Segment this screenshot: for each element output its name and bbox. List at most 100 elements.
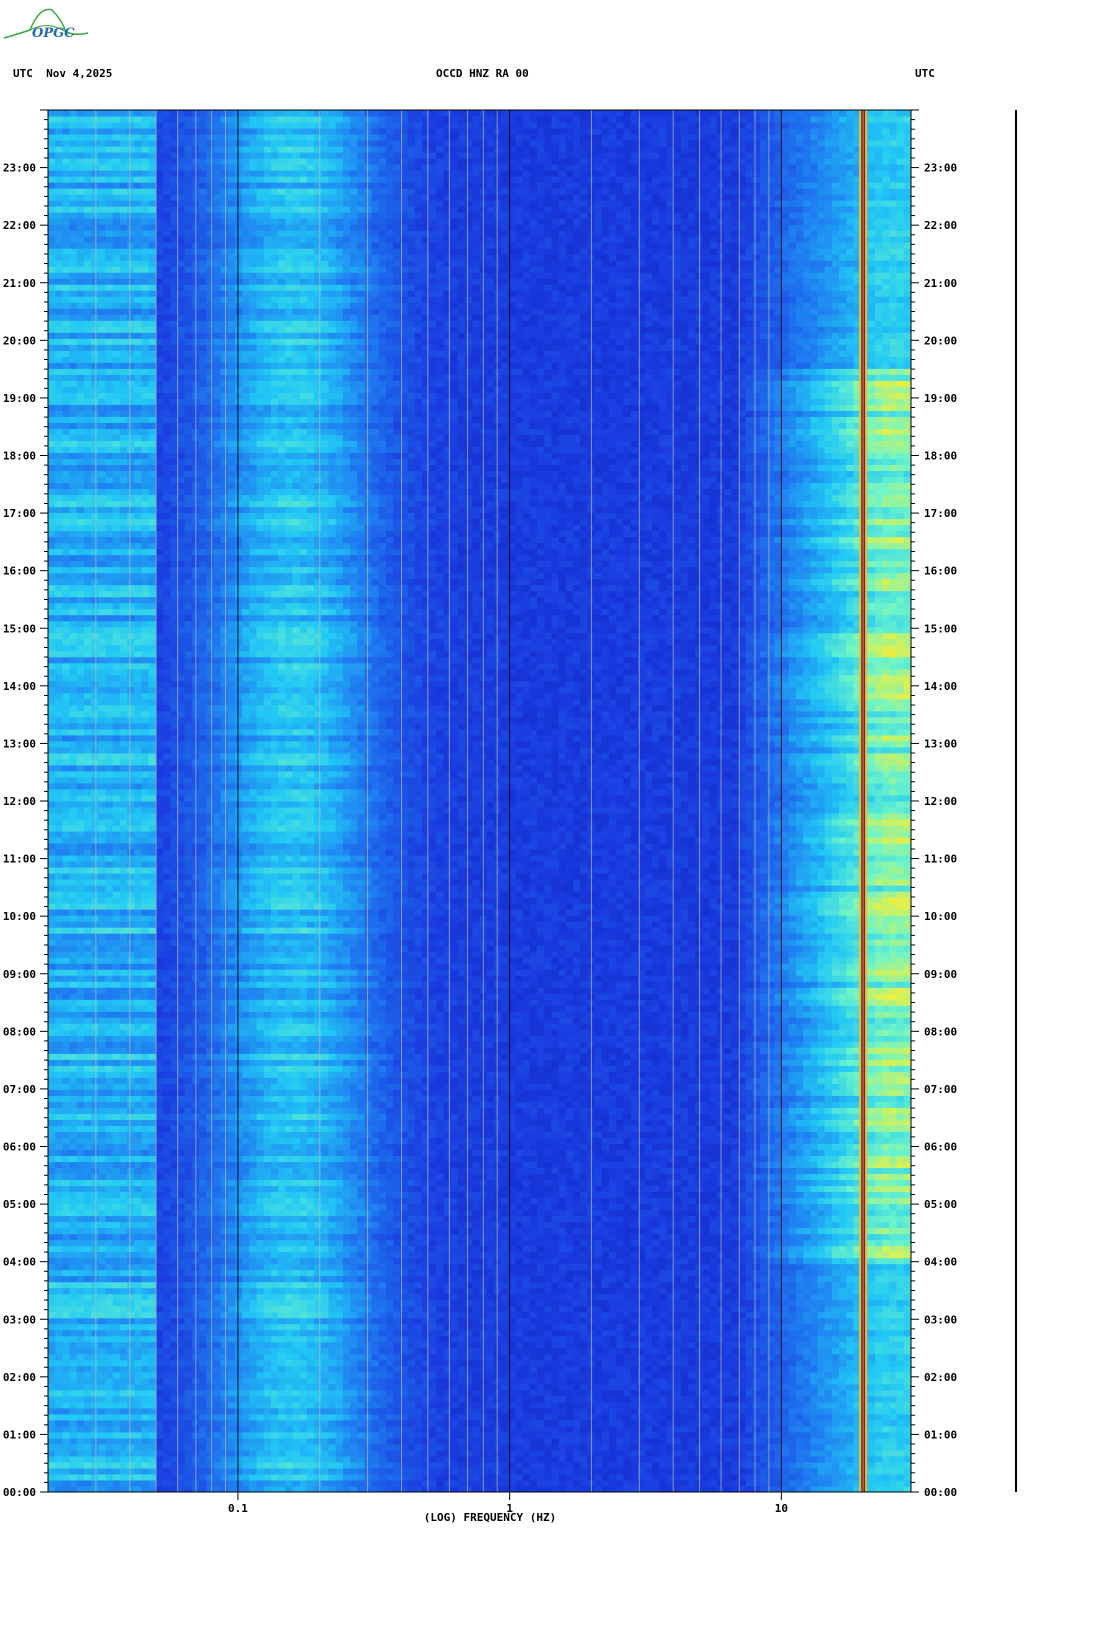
heatmap-cell: [62, 1306, 70, 1313]
heatmap-cell: [451, 1372, 459, 1379]
heatmap-cell: [98, 1252, 106, 1259]
heatmap-cell: [523, 1444, 531, 1451]
heatmap-cell: [48, 1354, 56, 1361]
heatmap-cell: [580, 1312, 588, 1319]
heatmap-cell: [429, 1336, 437, 1343]
heatmap-cell: [185, 1462, 193, 1469]
heatmap-cell: [472, 1270, 480, 1277]
heatmap-cell: [199, 1390, 207, 1397]
heatmap-cell: [429, 1390, 437, 1397]
heatmap-cell: [760, 1438, 768, 1445]
heatmap-cell: [221, 1258, 229, 1265]
heatmap-cell: [149, 1378, 157, 1385]
heatmap-cell: [674, 1342, 682, 1349]
heatmap-cell: [767, 1426, 775, 1433]
heatmap-cell: [177, 1438, 185, 1445]
heatmap-cell: [199, 1468, 207, 1475]
heatmap-cell: [429, 1348, 437, 1355]
heatmap-cell: [264, 1414, 272, 1421]
heatmap-cell: [328, 1306, 336, 1313]
heatmap-cell: [659, 1408, 667, 1415]
heatmap-cell: [645, 1348, 653, 1355]
heatmap-cell: [623, 1366, 631, 1373]
heatmap-cell: [767, 1384, 775, 1391]
heatmap-cell: [818, 1414, 826, 1421]
heatmap-cell: [818, 1282, 826, 1289]
heatmap-cell: [746, 1384, 754, 1391]
heatmap-cell: [846, 1444, 854, 1451]
heatmap-cell: [537, 1420, 545, 1427]
heatmap-cell: [789, 1366, 797, 1373]
heatmap-cell: [602, 1474, 610, 1481]
heatmap-cell: [113, 1288, 121, 1295]
heatmap-cell: [688, 1474, 696, 1481]
heatmap-cell: [652, 1324, 660, 1331]
heatmap-cell: [163, 1438, 171, 1445]
heatmap-cell: [285, 1324, 293, 1331]
heatmap-cell: [185, 1318, 193, 1325]
heatmap-cell: [213, 1372, 221, 1379]
heatmap-cell: [314, 1444, 322, 1451]
heatmap-cell: [350, 1342, 358, 1349]
heatmap-cell: [206, 1480, 214, 1487]
heatmap-cell: [566, 1402, 574, 1409]
heatmap-cell: [897, 1288, 905, 1295]
heatmap-cell: [422, 1462, 430, 1469]
heatmap-cell: [177, 1288, 185, 1295]
heatmap-cell: [149, 1444, 157, 1451]
heatmap-cell: [868, 1402, 876, 1409]
heatmap-cell: [566, 1480, 574, 1487]
heatmap-cell: [818, 1318, 826, 1325]
heatmap-cell: [889, 1420, 897, 1427]
heatmap-cell: [379, 1438, 387, 1445]
heatmap-cell: [810, 1282, 818, 1289]
heatmap-cell: [602, 1336, 610, 1343]
heatmap-cell: [573, 1294, 581, 1301]
heatmap-cell: [573, 1348, 581, 1355]
heatmap-cell: [782, 1288, 790, 1295]
heatmap-cell: [702, 1390, 710, 1397]
heatmap-cell: [249, 1318, 257, 1325]
heatmap-cell: [98, 1288, 106, 1295]
heatmap-cell: [185, 1324, 193, 1331]
heatmap-cell: [674, 1378, 682, 1385]
heatmap-cell: [264, 1300, 272, 1307]
heatmap-cell: [616, 1348, 624, 1355]
heatmap-cell: [328, 1438, 336, 1445]
heatmap-cell: [185, 1354, 193, 1361]
heatmap-cell: [746, 1468, 754, 1475]
heatmap-cell: [293, 1276, 301, 1283]
heatmap-cell: [746, 1390, 754, 1397]
heatmap-cell: [307, 1438, 315, 1445]
heatmap-cell: [127, 1432, 135, 1439]
heatmap-cell: [652, 1348, 660, 1355]
heatmap-cell: [106, 1294, 114, 1301]
heatmap-cell: [149, 1276, 157, 1283]
heatmap-cell: [796, 1426, 804, 1433]
heatmap-cell: [228, 1276, 236, 1283]
heatmap-cell: [710, 1480, 718, 1487]
heatmap-cell: [415, 1414, 423, 1421]
heatmap-cell: [70, 1270, 78, 1277]
heatmap-cell: [846, 1306, 854, 1313]
heatmap-cell: [530, 1414, 538, 1421]
heatmap-cell: [55, 1480, 63, 1487]
heatmap-cell: [48, 1276, 56, 1283]
heatmap-cell: [544, 1390, 552, 1397]
heatmap-cell: [213, 1252, 221, 1259]
heatmap-cell: [379, 1354, 387, 1361]
heatmap-cell: [818, 1468, 826, 1475]
heatmap-cell: [408, 1282, 416, 1289]
heatmap-cell: [422, 1408, 430, 1415]
heatmap-cell: [889, 1408, 897, 1415]
heatmap-cell: [285, 1420, 293, 1427]
heatmap-cell: [458, 1474, 466, 1481]
heatmap-cell: [652, 1450, 660, 1457]
heatmap-cell: [789, 1420, 797, 1427]
heatmap-cell: [221, 1372, 229, 1379]
heatmap-cell: [415, 1480, 423, 1487]
heatmap-cell: [134, 1276, 142, 1283]
heatmap-cell: [595, 1384, 603, 1391]
heatmap-cell: [760, 1264, 768, 1271]
heatmap-cell: [839, 1408, 847, 1415]
